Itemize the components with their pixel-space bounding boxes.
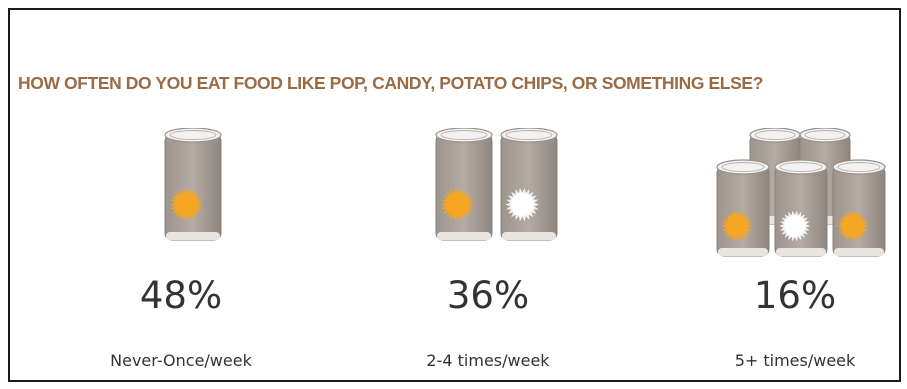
chart-title: HOW OFTEN DO YOU EAT FOOD LIKE POP, CAND… [18,73,763,93]
white-fizz-icon [505,187,540,222]
category-5-plus-times-week: 16% 5+ times/week [675,128,907,378]
orange-fizz-icon [837,210,869,242]
soda-can-icon [164,128,222,241]
soda-can [500,128,558,241]
value-label: 48% [139,274,223,317]
soda-can [774,159,828,257]
orange-fizz-icon [440,187,475,222]
soda-can [164,128,222,241]
soda-can-icon [435,128,558,241]
orange-fizz-icon [169,187,204,222]
category-never-once-week: 48% Never-Once/week [61,128,301,378]
value-label: 16% [753,274,837,317]
orange-fizz-icon [721,210,753,242]
value-label: 36% [446,274,530,317]
soda-can [435,128,493,241]
category-2-4-times-week: 36% 2-4 times/week [368,128,608,378]
infographic-frame: HOW OFTEN DO YOU EAT FOOD LIKE POP, CAND… [8,8,901,382]
category-label: 5+ times/week [734,351,856,370]
soda-can [716,159,770,257]
soda-can [832,159,886,257]
category-label: Never-Once/week [110,351,252,370]
category-label: 2-4 times/week [426,351,550,370]
white-fizz-icon [779,210,811,242]
soda-can-icon [716,128,886,257]
